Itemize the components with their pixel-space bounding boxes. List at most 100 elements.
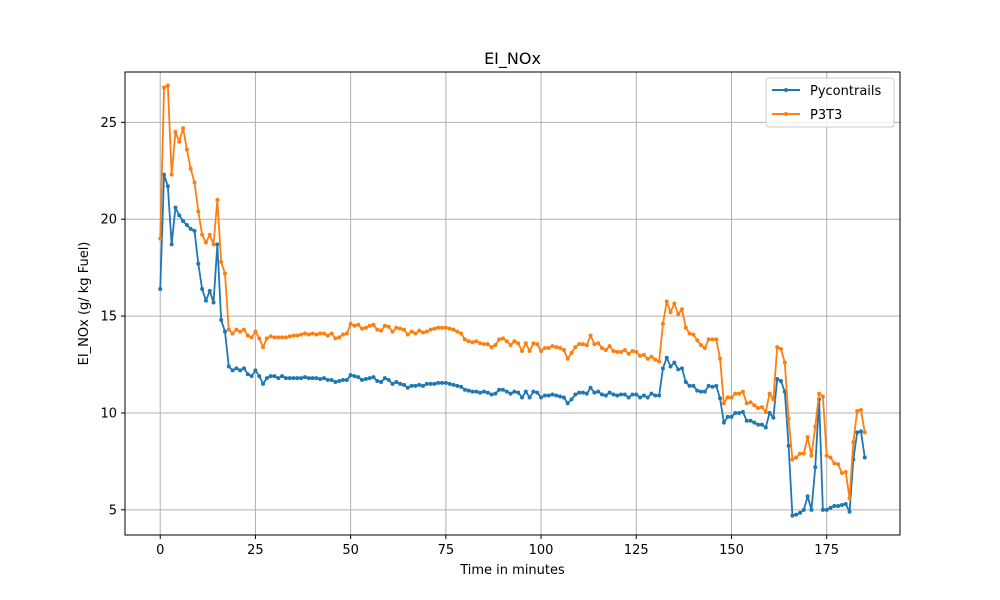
- data-point-p3t3: [196, 209, 201, 214]
- data-point-pycontrails: [177, 213, 182, 218]
- data-point-p3t3: [520, 348, 525, 353]
- data-point-pycontrails: [828, 505, 833, 510]
- data-point-pycontrails: [836, 503, 841, 508]
- data-point-p3t3: [767, 391, 772, 396]
- data-point-p3t3: [257, 336, 262, 341]
- data-point-pycontrails: [573, 392, 578, 397]
- data-point-pycontrails: [401, 382, 406, 387]
- data-point-pycontrails: [272, 374, 277, 379]
- data-point-pycontrails: [447, 381, 452, 386]
- data-point-pycontrails: [337, 378, 342, 383]
- data-point-p3t3: [546, 346, 551, 351]
- data-point-p3t3: [417, 328, 422, 333]
- data-point-p3t3: [173, 130, 178, 135]
- data-point-pycontrails: [436, 380, 441, 385]
- data-point-pycontrails: [409, 383, 414, 388]
- data-point-p3t3: [523, 341, 528, 346]
- data-point-p3t3: [699, 343, 704, 348]
- data-point-pycontrails: [771, 415, 776, 420]
- data-point-pycontrails: [318, 377, 323, 382]
- data-point-p3t3: [862, 430, 867, 435]
- series-pycontrails: [158, 172, 867, 518]
- x-axis-title: Time in minutes: [459, 563, 565, 578]
- data-point-pycontrails: [310, 376, 315, 381]
- data-point-pycontrails: [710, 384, 715, 389]
- data-point-p3t3: [657, 359, 662, 364]
- data-point-p3t3: [775, 345, 780, 350]
- data-point-pycontrails: [778, 378, 783, 383]
- data-point-pycontrails: [462, 387, 467, 392]
- data-point-p3t3: [817, 391, 822, 396]
- data-point-p3t3: [363, 325, 368, 330]
- data-point-p3t3: [531, 341, 536, 346]
- data-point-p3t3: [245, 333, 250, 338]
- data-point-pycontrails: [375, 378, 380, 383]
- data-point-p3t3: [740, 389, 745, 394]
- data-point-pycontrails: [329, 378, 334, 383]
- data-point-p3t3: [447, 326, 452, 331]
- data-point-pycontrails: [748, 418, 753, 423]
- data-point-p3t3: [283, 335, 288, 340]
- data-point-p3t3: [790, 457, 795, 462]
- data-point-p3t3: [820, 394, 825, 399]
- data-point-pycontrails: [489, 392, 494, 397]
- data-point-pycontrails: [756, 422, 761, 427]
- data-point-pycontrails: [474, 389, 479, 394]
- data-point-pycontrails: [638, 395, 643, 400]
- data-point-p3t3: [280, 335, 285, 340]
- x-tick-label: 125: [624, 543, 649, 558]
- data-point-pycontrails: [523, 389, 528, 394]
- data-point-pycontrails: [520, 395, 525, 400]
- data-point-p3t3: [843, 470, 848, 475]
- data-point-p3t3: [337, 335, 342, 340]
- data-point-p3t3: [238, 329, 243, 334]
- data-point-p3t3: [588, 333, 593, 338]
- data-point-pycontrails: [782, 389, 787, 394]
- data-point-p3t3: [539, 348, 544, 353]
- data-point-p3t3: [798, 451, 803, 456]
- data-point-pycontrails: [687, 383, 692, 388]
- data-point-pycontrails: [695, 388, 700, 393]
- legend-marker-p3t3: [784, 112, 788, 116]
- data-point-pycontrails: [733, 410, 738, 415]
- data-point-pycontrails: [584, 391, 589, 396]
- data-point-p3t3: [428, 327, 433, 332]
- data-point-pycontrails: [188, 226, 193, 231]
- data-point-pycontrails: [421, 383, 425, 388]
- data-point-pycontrails: [253, 368, 258, 373]
- data-point-pycontrails: [630, 392, 635, 397]
- data-point-p3t3: [493, 343, 498, 348]
- data-point-pycontrails: [603, 393, 608, 398]
- data-point-p3t3: [691, 332, 696, 337]
- data-point-p3t3: [527, 348, 532, 353]
- data-point-pycontrails: [299, 376, 304, 381]
- legend-marker-pycontrails: [784, 88, 788, 92]
- y-tick-label: 25: [100, 116, 117, 131]
- data-point-pycontrails: [455, 383, 460, 388]
- data-point-p3t3: [443, 325, 448, 330]
- data-point-pycontrails: [664, 355, 669, 360]
- data-point-pycontrails: [162, 172, 167, 177]
- data-point-p3t3: [500, 336, 505, 341]
- data-point-p3t3: [577, 342, 582, 347]
- legend-label-p3t3: P3T3: [810, 108, 842, 123]
- data-point-pycontrails: [679, 366, 684, 371]
- data-point-p3t3: [310, 331, 315, 336]
- data-point-p3t3: [295, 333, 300, 338]
- data-point-pycontrails: [321, 376, 326, 381]
- data-point-pycontrails: [737, 410, 742, 415]
- data-point-p3t3: [737, 391, 742, 396]
- data-point-pycontrails: [306, 376, 311, 381]
- data-point-pycontrails: [759, 422, 764, 427]
- data-point-pycontrails: [744, 418, 749, 423]
- data-point-p3t3: [672, 301, 677, 306]
- data-point-p3t3: [573, 345, 578, 350]
- data-point-pycontrails: [230, 368, 235, 373]
- data-point-pycontrails: [371, 375, 376, 380]
- data-point-pycontrails: [432, 381, 437, 386]
- data-point-pycontrails: [497, 387, 502, 392]
- data-point-p3t3: [478, 341, 483, 346]
- data-point-pycontrails: [527, 395, 532, 400]
- data-point-pycontrails: [481, 389, 486, 394]
- data-point-p3t3: [702, 346, 707, 351]
